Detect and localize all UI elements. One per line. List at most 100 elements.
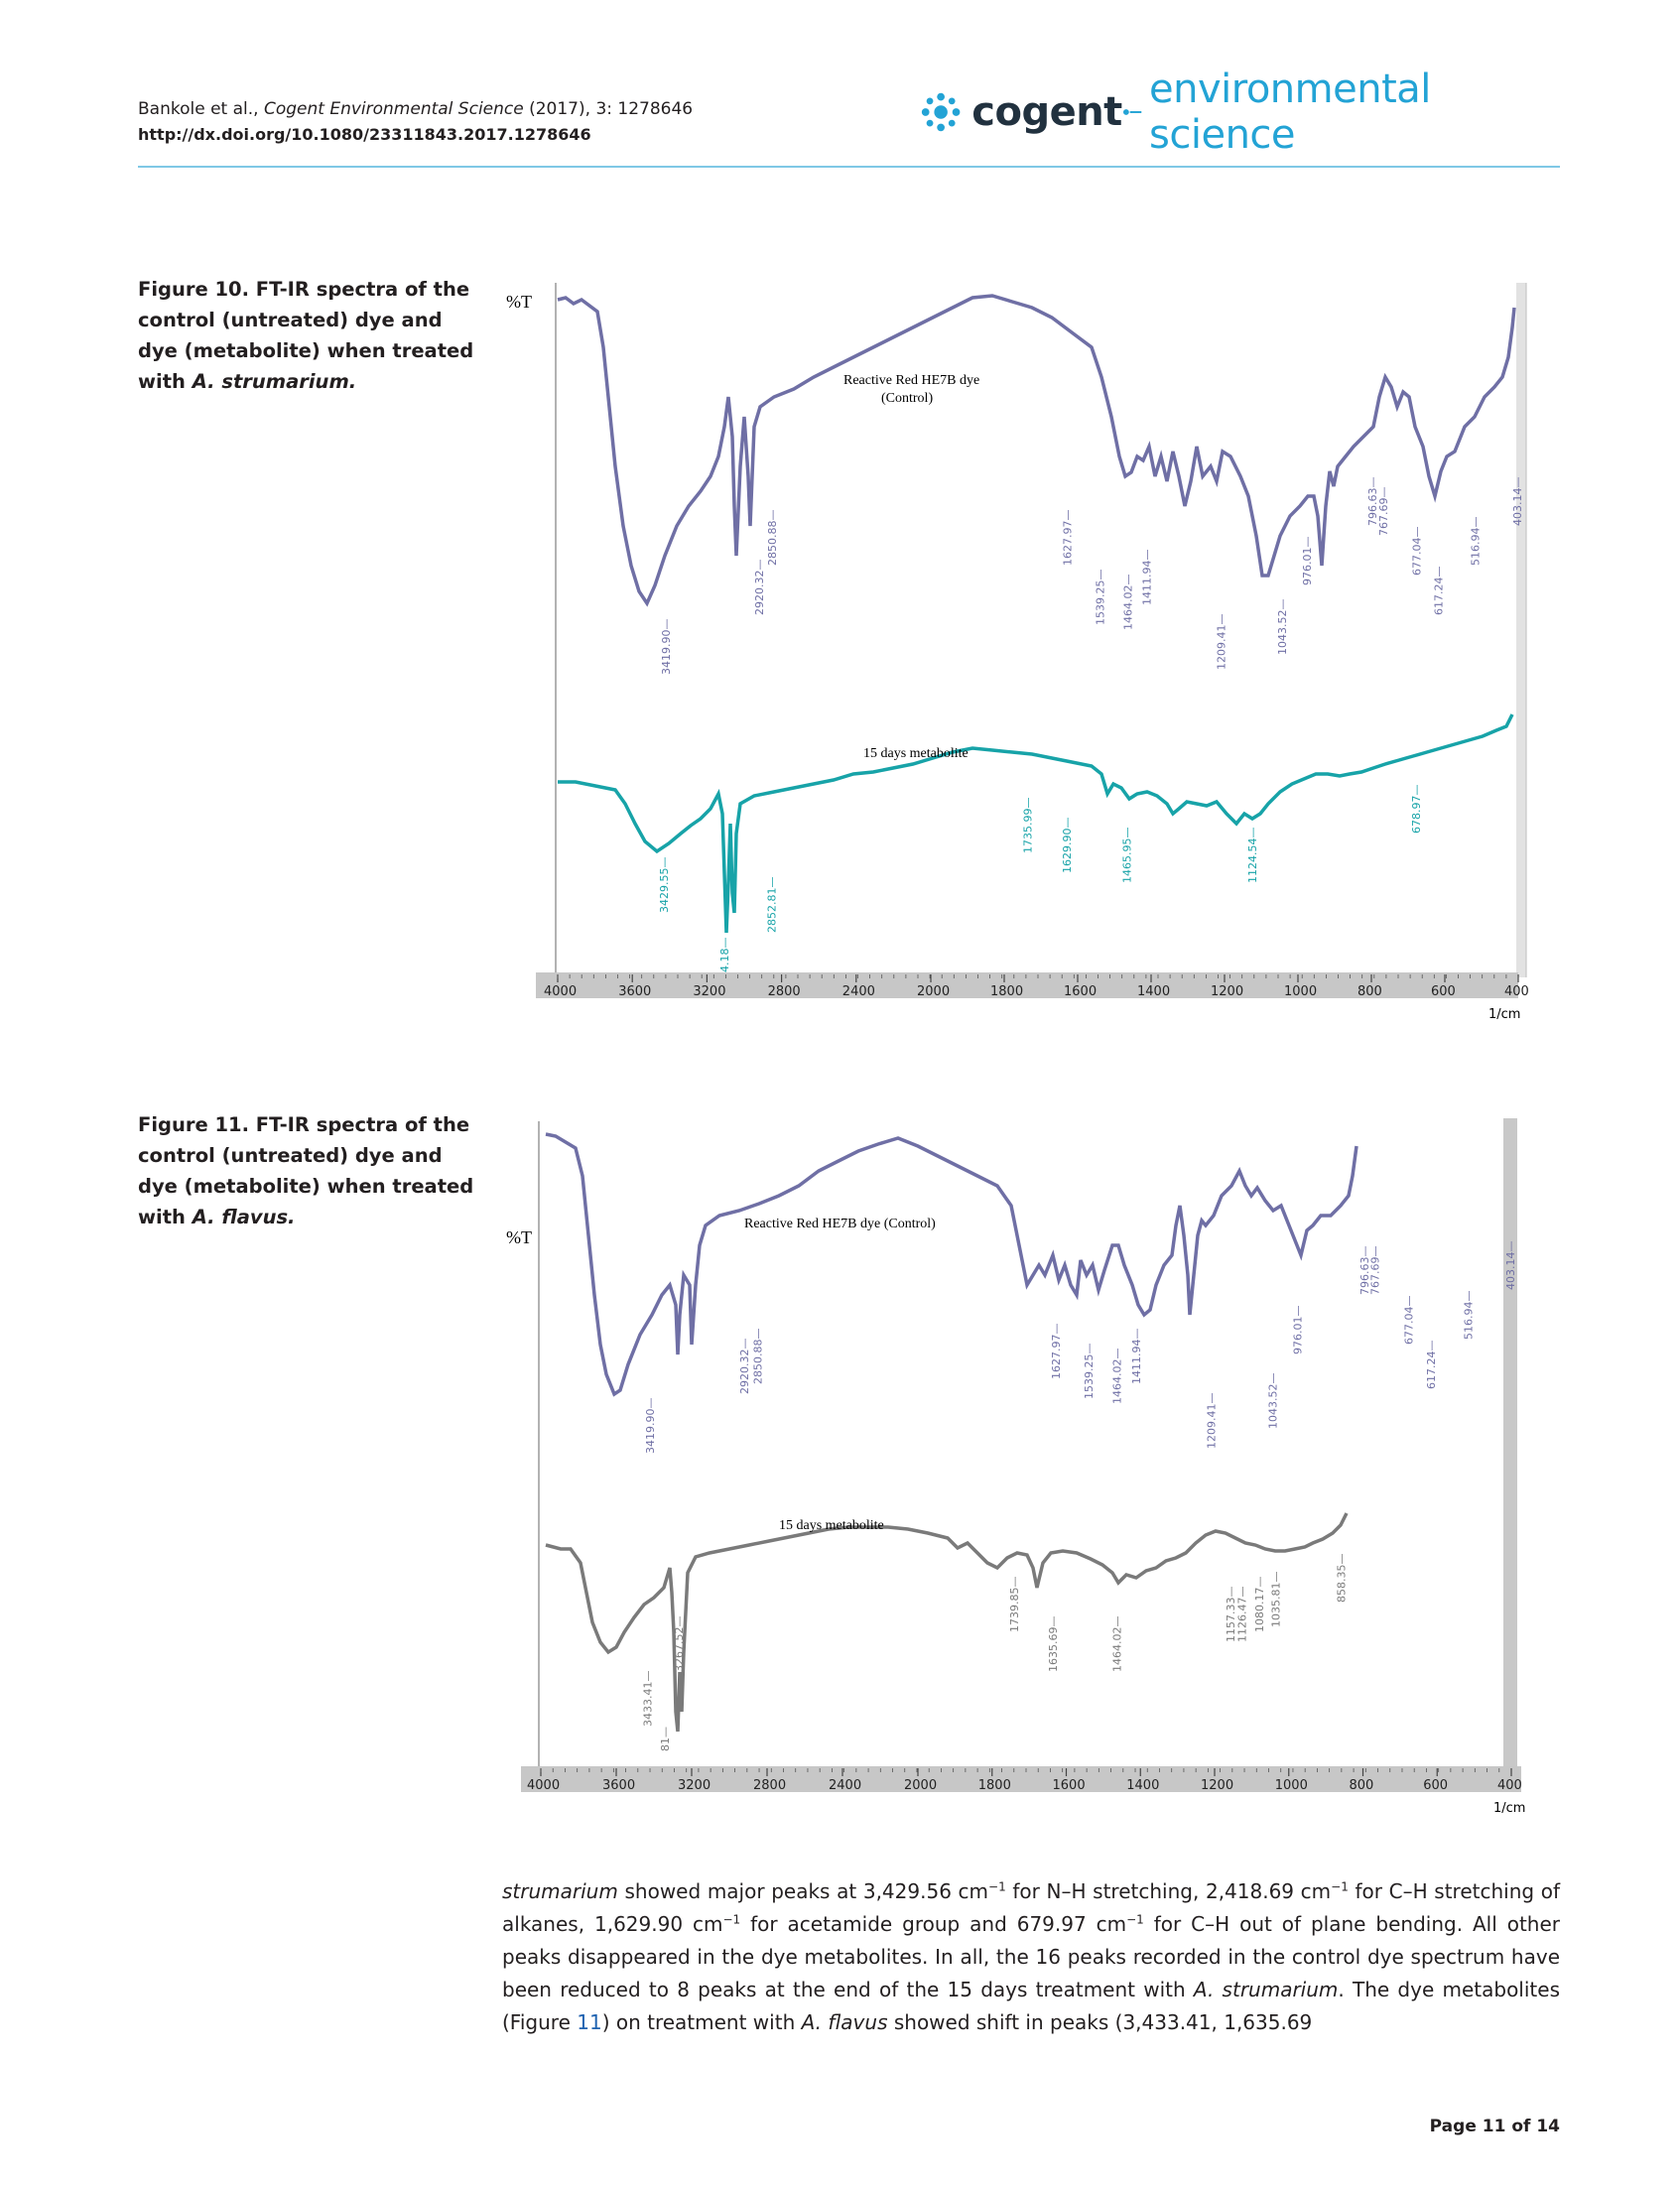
- x-tick-label: 3600: [618, 984, 651, 999]
- peak-label: 1411.94—: [1141, 550, 1154, 606]
- doi-link[interactable]: http://dx.doi.org/10.1080/23311843.2017.…: [138, 125, 591, 144]
- peak-label: 976.01—: [1292, 1306, 1305, 1355]
- x-axis-unit: 1/cm: [1493, 1801, 1525, 1816]
- peak-label: 1539.25—: [1083, 1344, 1096, 1400]
- peak-label: 858.35—: [1336, 1554, 1349, 1604]
- x-tick-label: 1800: [990, 984, 1023, 999]
- x-axis-ticks: 4000 3600 3200 2800 2400 2000 1800 1600 1400 1200…: [544, 974, 1528, 999]
- peak-label: 2920.32—: [753, 560, 766, 616]
- metabolite-peak-labels: 3429.55— 2852.81— 4.18— 1735.99— 1629.90— 146…: [658, 785, 1423, 973]
- metabolite-spectrum-line: [545, 1512, 1349, 1733]
- x-tick-label: 400: [1497, 1778, 1522, 1793]
- x-tick-label: 4000: [544, 984, 577, 999]
- x-axis-band: [536, 972, 1518, 998]
- peak-label: 4.18—: [718, 938, 731, 973]
- logo-subject: environmental science: [1149, 66, 1431, 158]
- peak-label: 1735.99—: [1022, 798, 1035, 854]
- peak-label: 403.14—: [1504, 1241, 1517, 1291]
- peak-label: 1043.52—: [1276, 599, 1289, 656]
- peak-label: 1035.81—: [1269, 1572, 1282, 1628]
- peak-label: 3267.52—: [673, 1616, 686, 1673]
- body-paragraph: strumarium showed major peaks at 3,429.5…: [502, 1879, 1560, 2034]
- peak-label: 796.63—: [1366, 477, 1379, 527]
- metabolite-peak-labels: 3433.41— 3267.52— 81— 1739.85— 1635.69— 1464.…: [642, 1554, 1349, 1752]
- peak-label: 677.04—: [1410, 527, 1423, 577]
- peak-label: 2850.88—: [751, 1329, 764, 1385]
- peak-label: 1629.90—: [1061, 818, 1074, 874]
- control-peak-labels: 3419.90— 2920.32—2850.88— 1627.97— 1539.25—…: [644, 1241, 1517, 1455]
- peak-label: 976.01—: [1301, 537, 1314, 586]
- peak-label: 796.63—: [1358, 1246, 1371, 1296]
- x-tick-label: 2000: [917, 984, 950, 999]
- running-header: Bankole et al., Cogent Environmental Sci…: [138, 96, 693, 148]
- peak-label: 1464.02—: [1110, 1616, 1123, 1673]
- peak-label: 2850.88—: [766, 510, 779, 567]
- x-tick-label: 3200: [678, 1778, 711, 1793]
- peak-label: 3433.41—: [642, 1671, 655, 1728]
- svg-text:Reactive Red HE7B dye: Reactive Red HE7B dye: [843, 373, 979, 388]
- figure11-caption: Figure 11. FT-IR spectra of the control …: [138, 1113, 474, 1228]
- x-tick-label: 1800: [978, 1778, 1011, 1793]
- peak-label: 617.24—: [1425, 1341, 1438, 1390]
- peak-label: 1464.02—: [1110, 1349, 1123, 1405]
- metabolite-spectrum-line: [558, 713, 1514, 934]
- journal-logo: cogent environmental science: [918, 66, 1573, 158]
- control-spectrum-line: [557, 294, 1516, 607]
- peak-label: 1411.94—: [1130, 1329, 1143, 1385]
- peak-label: 1539.25—: [1094, 570, 1106, 626]
- x-tick-label: 1000: [1284, 984, 1317, 999]
- x-tick-label: 1200: [1211, 984, 1243, 999]
- figure11-chart: %T Reactive Red HE7B dye (Control) 15 da…: [506, 1118, 1525, 1816]
- peak-label: 2852.81—: [766, 877, 779, 934]
- x-tick-label: 1400: [1137, 984, 1170, 999]
- header-rule: [138, 166, 1560, 168]
- peak-label: 1080.17—: [1253, 1577, 1266, 1633]
- peak-label: 677.04—: [1402, 1296, 1415, 1346]
- peak-label: 1124.54—: [1246, 828, 1259, 884]
- peak-label: 1739.85—: [1008, 1577, 1021, 1633]
- x-tick-label: 400: [1504, 984, 1528, 999]
- y-axis-label: %T: [506, 292, 532, 312]
- metabolite-series-label: 15 days metabolite: [863, 746, 969, 761]
- x-tick-label: 4000: [527, 1778, 560, 1793]
- x-axis-unit: 1/cm: [1488, 1007, 1520, 1022]
- peak-label: 81—: [659, 1727, 672, 1751]
- peak-label: 1157.33—: [1225, 1587, 1237, 1643]
- x-tick-label: 2800: [753, 1778, 786, 1793]
- x-tick-label: 600: [1423, 1778, 1448, 1793]
- x-tick-label: 2400: [842, 984, 875, 999]
- citation: Bankole et al., Cogent Environmental Sci…: [138, 99, 694, 119]
- peak-label: 767.69—: [1369, 1246, 1382, 1296]
- dots-logo-icon: [921, 92, 961, 132]
- x-tick-label: 3600: [602, 1778, 635, 1793]
- peak-label: 1635.69—: [1047, 1616, 1060, 1673]
- x-tick-label: 800: [1350, 1778, 1374, 1793]
- peak-label: 767.69—: [1377, 487, 1390, 537]
- x-tick-label: 2000: [904, 1778, 937, 1793]
- figure10-chart: %T Reactive Red HE7B dye (Control) 15 da…: [506, 283, 1528, 1022]
- metabolite-series-label: 15 days metabolite: [779, 1518, 884, 1533]
- right-edge-bar: [1503, 1118, 1517, 1768]
- x-tick-label: 1000: [1275, 1778, 1308, 1793]
- peak-label: 1465.95—: [1121, 828, 1134, 884]
- y-axis-label: %T: [506, 1227, 532, 1247]
- control-peak-labels: 3419.90— 2920.32—2850.88— 1627.97— 1539.25—…: [660, 477, 1524, 676]
- x-axis-band: [521, 1766, 1521, 1792]
- peak-label: 2920.32—: [738, 1339, 751, 1395]
- peak-label: 617.24—: [1433, 567, 1446, 616]
- peak-label: 1043.52—: [1266, 1373, 1279, 1430]
- peak-label: 516.94—: [1462, 1291, 1475, 1341]
- x-tick-label: 800: [1357, 984, 1382, 999]
- x-tick-label: 3200: [693, 984, 725, 999]
- peak-label: 1209.41—: [1205, 1393, 1218, 1450]
- peak-label: 1627.97—: [1050, 1324, 1063, 1380]
- logo-connector-icon: [1122, 109, 1142, 115]
- x-tick-label: 1200: [1201, 1778, 1233, 1793]
- peak-label: 1209.41—: [1216, 614, 1228, 671]
- x-tick-label: 600: [1431, 984, 1456, 999]
- x-tick-label: 1600: [1064, 984, 1097, 999]
- x-tick-label: 2400: [829, 1778, 861, 1793]
- figure-reference-link[interactable]: 11: [577, 2010, 602, 2034]
- x-tick-label: 2800: [768, 984, 801, 999]
- figure10-caption: Figure 10. FT-IR spectra of the control …: [138, 278, 474, 393]
